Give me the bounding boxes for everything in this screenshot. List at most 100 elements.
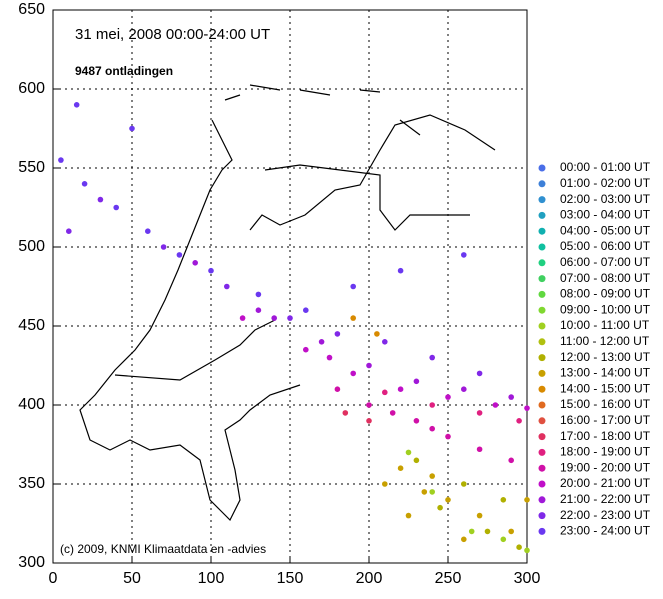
- legend-marker: [538, 164, 546, 172]
- point: [445, 433, 451, 440]
- legend-marker: [538, 401, 546, 409]
- point: [350, 370, 357, 377]
- legend-label: 06:00 - 07:00 UT: [560, 255, 651, 269]
- point: [66, 228, 72, 234]
- point: [73, 102, 80, 108]
- point: [374, 331, 380, 337]
- point: [508, 394, 514, 400]
- point: [271, 315, 278, 321]
- legend-label: 17:00 - 18:00 UT: [560, 429, 651, 443]
- point: [516, 544, 522, 550]
- point: [397, 386, 404, 393]
- point: [255, 307, 262, 314]
- point: [524, 497, 530, 503]
- point: [476, 446, 483, 453]
- point: [318, 339, 325, 345]
- legend-marker: [538, 385, 546, 393]
- legend: 00:00 - 01:00 UT 01:00 - 02:00 UT 02:00 - …: [538, 160, 651, 538]
- point: [397, 465, 404, 472]
- legend-label: 19:00 - 20:00 UT: [560, 460, 651, 474]
- point: [429, 489, 436, 495]
- point: [366, 402, 372, 408]
- legend-label: 05:00 - 06:00 UT: [560, 239, 651, 253]
- point: [429, 402, 436, 408]
- legend-label: 00:00 - 01:00 UT: [560, 160, 651, 174]
- point: [303, 307, 309, 314]
- point: [366, 418, 372, 424]
- legend-marker: [538, 417, 546, 425]
- legend-marker: [538, 243, 546, 251]
- point: [334, 331, 341, 337]
- point: [397, 267, 404, 274]
- legend-label: 08:00 - 09:00 UT: [560, 287, 651, 301]
- y-tick-label: 550: [18, 159, 45, 176]
- legend-marker: [538, 433, 546, 441]
- legend-label: 22:00 - 23:00 UT: [560, 508, 651, 522]
- point: [508, 528, 514, 535]
- legend-label: 02:00 - 03:00 UT: [560, 192, 651, 206]
- point: [334, 386, 341, 393]
- copyright: (c) 2009, KNMI Klimaatdata en -advies: [60, 542, 266, 556]
- legend-marker: [538, 322, 546, 330]
- x-tick-label: 0: [49, 570, 58, 587]
- subtitle: 9487 ontladingen: [75, 64, 173, 78]
- point: [476, 370, 483, 377]
- point: [429, 425, 436, 432]
- point: [524, 547, 530, 554]
- legend-label: 04:00 - 05:00 UT: [560, 223, 651, 237]
- chart-title: 31 mei, 2008 00:00-24:00 UT: [75, 26, 270, 43]
- legend-label: 01:00 - 02:00 UT: [560, 176, 651, 190]
- point: [429, 354, 436, 361]
- point: [500, 497, 507, 503]
- point: [461, 252, 467, 258]
- legend-label: 10:00 - 11:00 UT: [560, 318, 650, 332]
- legend-label: 13:00 - 14:00 UT: [560, 366, 651, 380]
- point: [382, 339, 388, 345]
- legend-marker: [538, 211, 546, 219]
- legend-marker: [538, 338, 546, 346]
- point: [366, 362, 372, 369]
- y-tick-label: 350: [18, 475, 45, 492]
- y-tick-label: 650: [18, 1, 45, 18]
- legend-label: 03:00 - 04:00 UT: [560, 208, 651, 222]
- x-tick-label: 250: [435, 570, 462, 587]
- point: [429, 473, 436, 479]
- point: [113, 204, 119, 211]
- point: [129, 125, 135, 132]
- point: [145, 228, 151, 234]
- legend-marker: [538, 290, 546, 298]
- point: [484, 528, 491, 535]
- point: [516, 418, 522, 424]
- legend-marker: [538, 496, 546, 504]
- legend-label: 20:00 - 21:00 UT: [560, 476, 651, 490]
- y-tick-label: 450: [18, 317, 45, 334]
- point: [500, 536, 507, 543]
- y-tick-label: 300: [18, 554, 45, 571]
- legend-label: 15:00 - 16:00 UT: [560, 397, 651, 411]
- map-outline: [79, 84, 496, 522]
- point: [476, 410, 483, 416]
- point: [303, 346, 309, 353]
- point: [445, 497, 451, 503]
- legend-marker: [538, 512, 546, 520]
- point: [524, 405, 530, 411]
- point: [461, 481, 467, 487]
- point: [413, 418, 420, 424]
- legend-marker: [538, 306, 546, 314]
- point: [176, 252, 183, 258]
- y-tick-label: 600: [18, 80, 45, 97]
- x-tick-label: 300: [514, 570, 541, 587]
- points: [58, 102, 530, 554]
- legend-marker: [538, 354, 546, 362]
- point: [239, 315, 246, 321]
- y-tick-label: 400: [18, 396, 45, 413]
- legend-marker: [538, 275, 546, 283]
- legend-marker: [538, 480, 546, 488]
- point: [405, 449, 412, 456]
- point: [208, 267, 214, 274]
- point: [382, 481, 388, 487]
- point: [492, 402, 499, 408]
- legend-label: 18:00 - 19:00 UT: [560, 445, 651, 459]
- point: [437, 504, 443, 511]
